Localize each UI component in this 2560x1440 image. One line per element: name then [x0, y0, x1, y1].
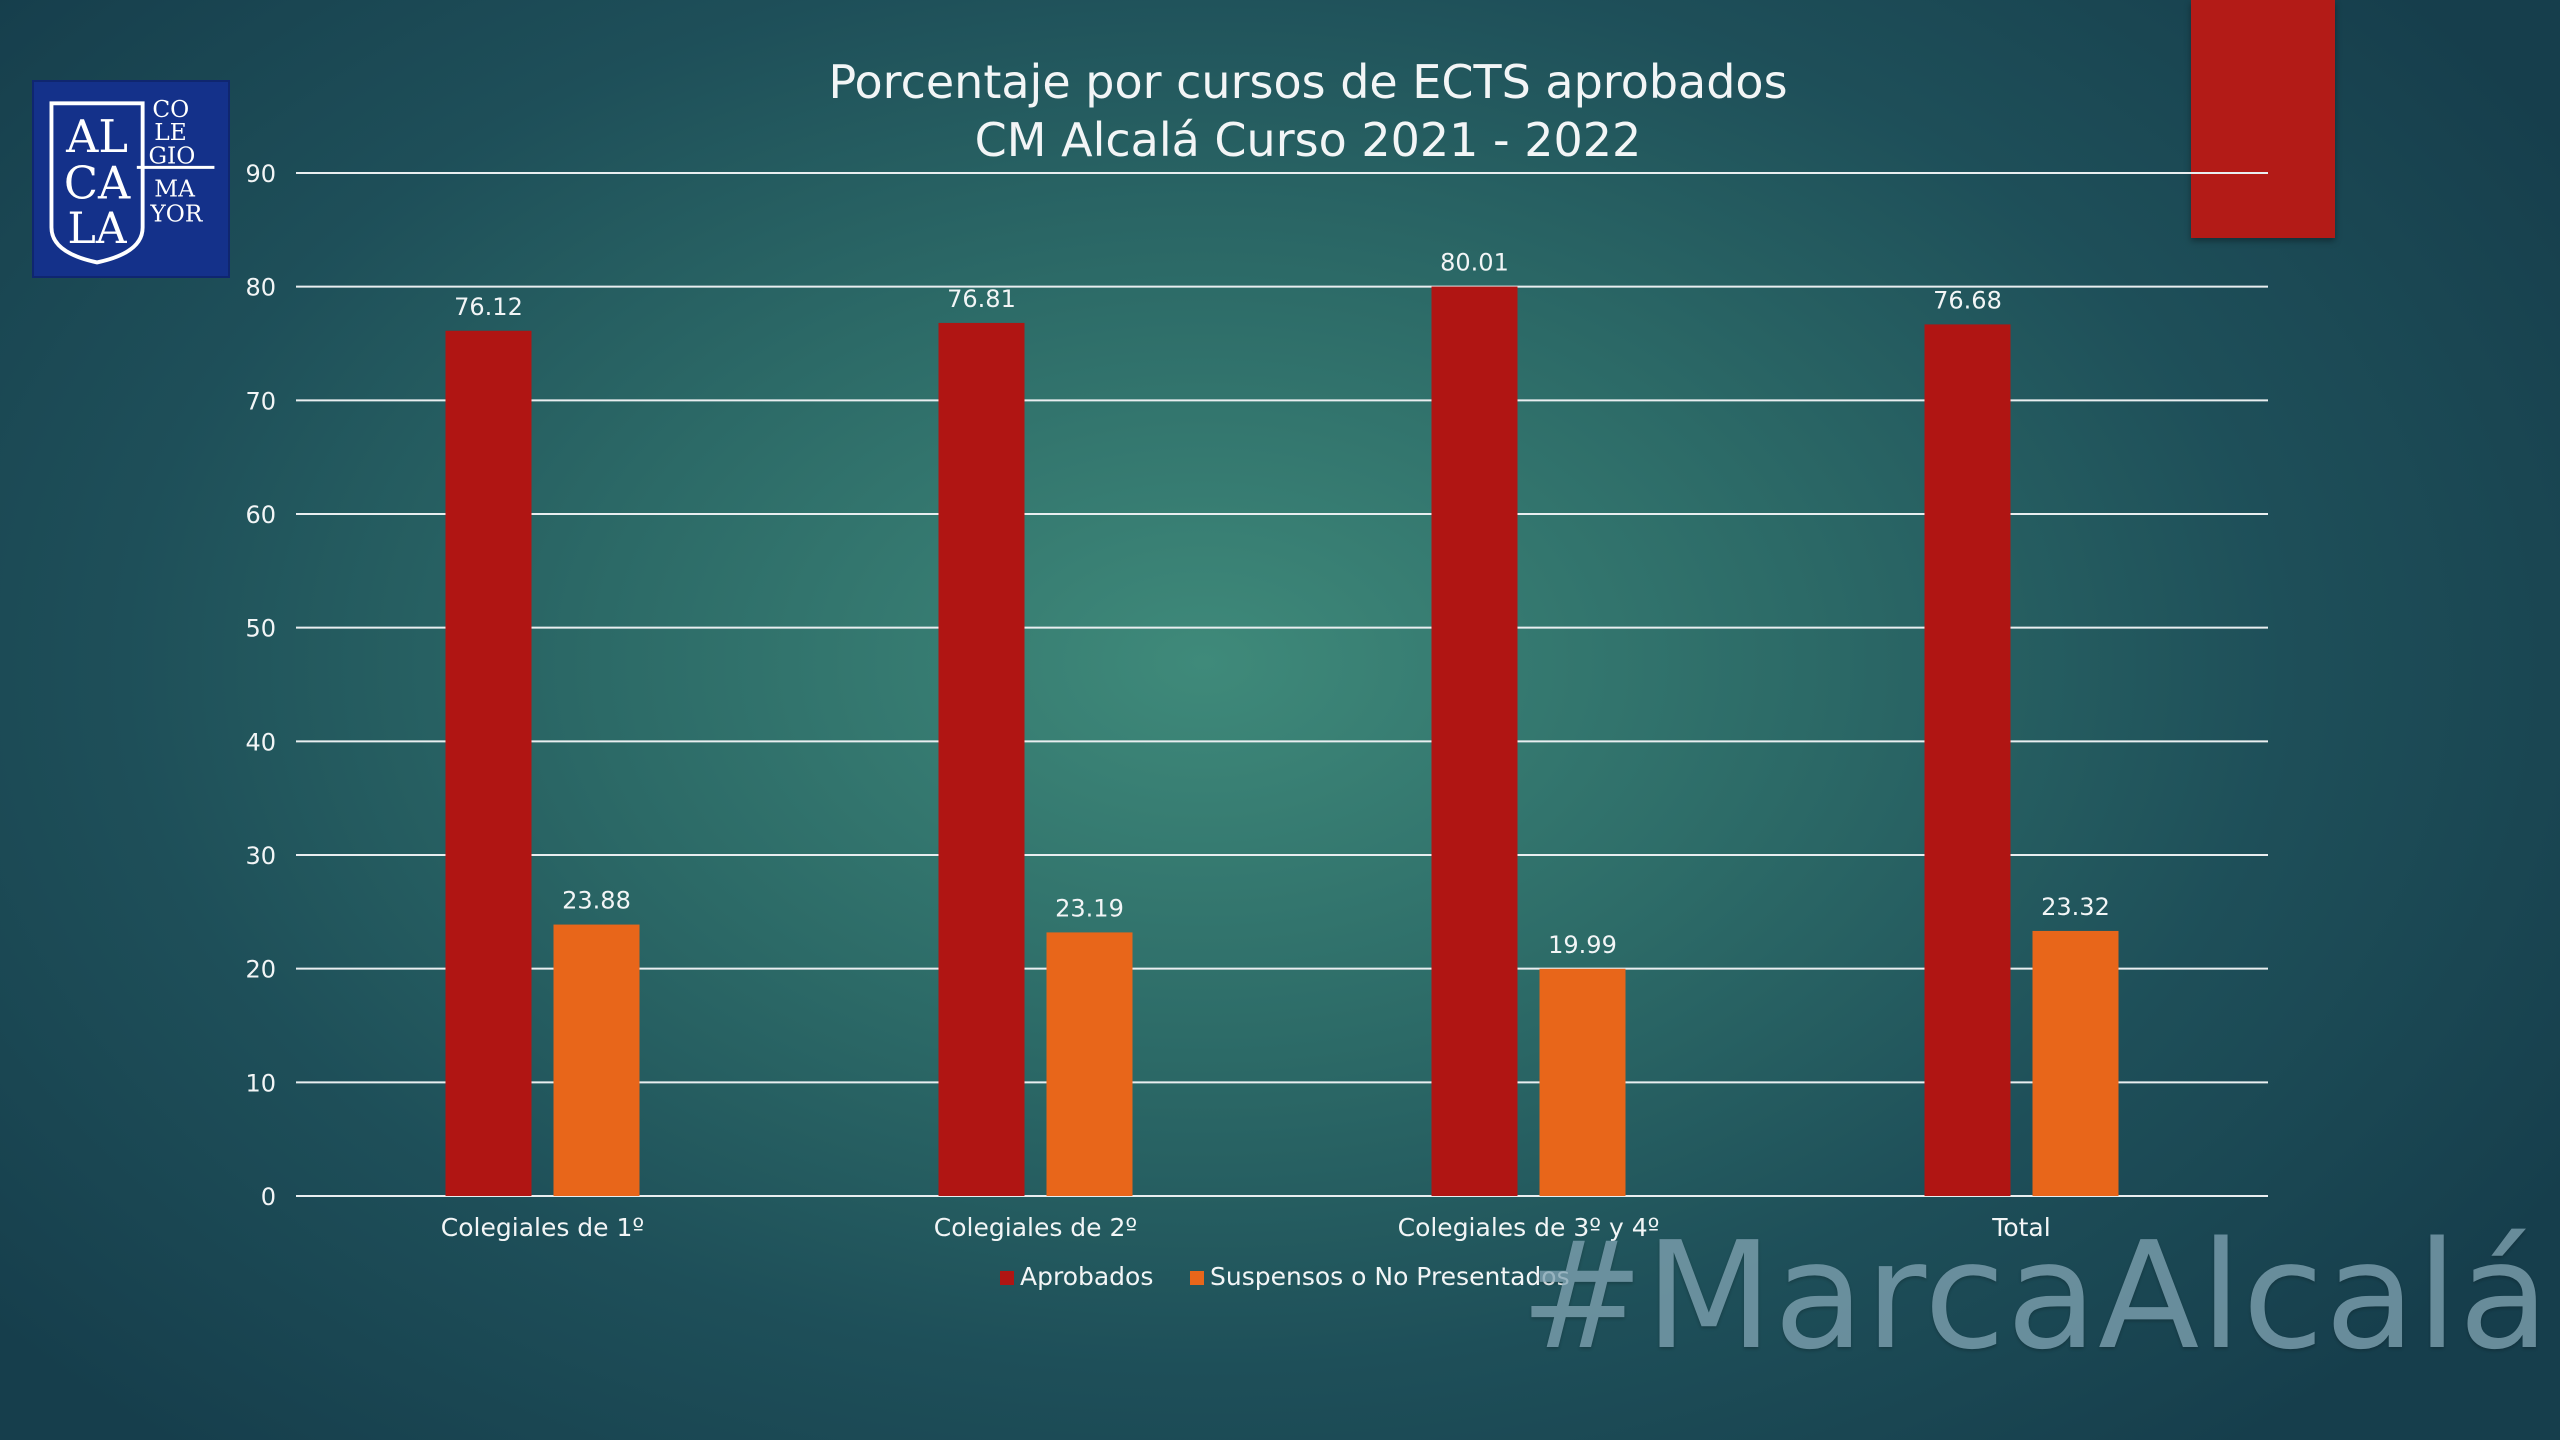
- x-tick-label-1: Colegiales de 1º: [441, 1213, 644, 1242]
- data-label-suspensos-3: 19.99: [1548, 931, 1617, 959]
- data-label-suspensos-2: 23.19: [1055, 894, 1124, 922]
- x-tick-label-2: Colegiales de 2º: [934, 1213, 1137, 1242]
- logo-side-1: CO: [152, 96, 189, 123]
- x-tick-label-4: Total: [1991, 1213, 2050, 1242]
- data-label-aprobados-2: 76.81: [947, 285, 1016, 313]
- marca-alcala-hashtag: #MarcaAlcalá: [1520, 1210, 2551, 1382]
- legend-swatch-suspensos: [1190, 1271, 1204, 1285]
- data-label-suspensos-1: 23.88: [562, 887, 631, 915]
- y-tick-label-70: 70: [245, 387, 276, 415]
- y-tick-label-90: 90: [245, 160, 276, 188]
- logo-emblem: AL CA LA CO LE GIO MA YOR: [49, 96, 215, 265]
- logo-side-4: MA: [154, 175, 196, 202]
- legend-label-aprobados: Aprobados: [1020, 1262, 1153, 1291]
- logo-letters-3: LA: [67, 204, 127, 254]
- logo-letters-2: CA: [64, 157, 131, 209]
- bar-aprobados-2: [938, 322, 1025, 1196]
- bar-suspensos-3: [1539, 968, 1626, 1196]
- y-tick-label-0: 0: [261, 1183, 276, 1211]
- data-label-suspensos-4: 23.32: [2041, 893, 2110, 921]
- chart-subtitle: CM Alcalá Curso 2021 - 2022: [975, 113, 1642, 167]
- y-tick-label-60: 60: [245, 501, 276, 529]
- logo-side-5: YOR: [149, 201, 203, 228]
- logo-letters-1: AL: [65, 111, 128, 163]
- bar-aprobados-4: [1924, 324, 2011, 1196]
- legend-swatch-aprobados: [1000, 1271, 1014, 1285]
- bar-suspensos-1: [553, 924, 640, 1196]
- colegio-mayor-logo: AL CA LA CO LE GIO MA YOR: [32, 80, 230, 278]
- logo-side-2: LE: [154, 119, 186, 146]
- data-label-aprobados-1: 76.12: [454, 293, 523, 321]
- y-tick-label-80: 80: [245, 274, 276, 302]
- legend-label-suspensos: Suspensos o No Presentados: [1210, 1262, 1570, 1291]
- bar-suspensos-2: [1046, 932, 1133, 1196]
- data-label-aprobados-3: 80.01: [1440, 249, 1509, 277]
- data-label-aprobados-4: 76.68: [1933, 286, 2002, 314]
- y-tick-label-30: 30: [245, 842, 276, 870]
- decorative-red-bar: [2191, 0, 2335, 238]
- y-tick-label-20: 20: [245, 956, 276, 984]
- y-tick-label-50: 50: [245, 615, 276, 643]
- x-tick-label-3: Colegiales de 3º y 4º: [1398, 1213, 1660, 1242]
- bar-aprobados-1: [445, 330, 532, 1196]
- y-tick-label-40: 40: [245, 728, 276, 756]
- y-tick-label-10: 10: [245, 1069, 276, 1097]
- logo-side-3: GIO: [148, 142, 195, 169]
- bar-aprobados-3: [1431, 286, 1518, 1197]
- chart-title: Porcentaje por cursos de ECTS aprobados: [828, 55, 1787, 109]
- bar-suspensos-4: [2032, 930, 2119, 1196]
